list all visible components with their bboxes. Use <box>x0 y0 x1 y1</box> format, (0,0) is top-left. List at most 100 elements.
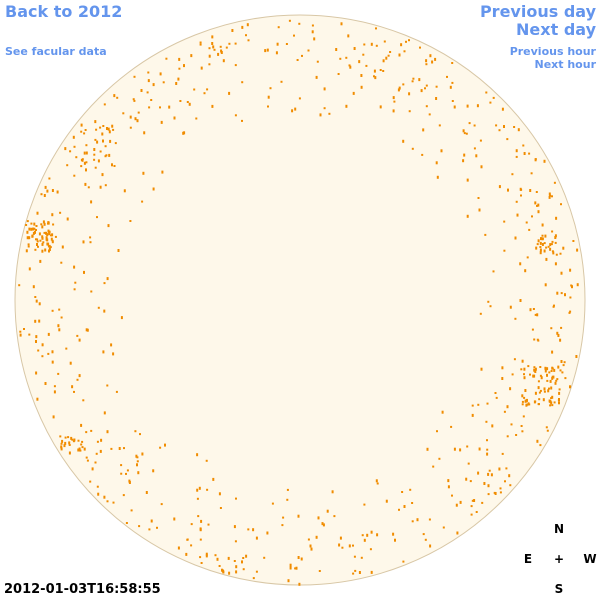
next-day-link[interactable]: Next day <box>516 20 596 39</box>
facula <box>190 544 193 547</box>
facula <box>207 523 210 526</box>
facula <box>152 83 155 87</box>
facula <box>73 438 76 442</box>
facula <box>103 309 106 313</box>
facula <box>263 556 266 559</box>
facula <box>33 227 36 230</box>
facula <box>366 533 369 537</box>
facula <box>447 485 450 489</box>
facula <box>558 398 560 401</box>
facula <box>523 152 526 155</box>
facula <box>576 283 579 287</box>
facula <box>178 67 181 70</box>
facula <box>544 234 547 238</box>
facula <box>78 338 81 342</box>
facula <box>526 398 528 402</box>
facula <box>333 515 336 518</box>
facula <box>293 34 295 37</box>
facula <box>576 248 579 252</box>
facula <box>420 89 423 93</box>
facula <box>60 447 63 451</box>
facula <box>307 49 310 52</box>
facula <box>511 373 514 376</box>
facula <box>245 34 247 37</box>
facula <box>551 404 554 407</box>
facula <box>179 100 182 102</box>
facula <box>242 568 245 571</box>
facula <box>408 39 410 42</box>
facula <box>103 103 106 106</box>
facula <box>536 243 539 246</box>
previous-hour-link[interactable]: Previous hour <box>509 45 596 58</box>
facula <box>227 556 230 560</box>
facula <box>375 44 378 47</box>
facula <box>81 158 84 162</box>
back-link[interactable]: Back to 2012 <box>5 2 123 21</box>
facula <box>45 236 48 239</box>
facula <box>556 331 559 335</box>
facula <box>326 509 329 513</box>
facula <box>429 544 432 548</box>
facula <box>148 528 151 531</box>
facula <box>475 154 478 158</box>
next-hour-link[interactable]: Next hour <box>534 58 597 71</box>
facula <box>222 59 225 63</box>
facula <box>556 378 559 381</box>
facula <box>129 115 132 119</box>
facula <box>379 105 382 109</box>
facula <box>362 53 365 56</box>
facula <box>548 399 551 403</box>
facula <box>152 469 155 473</box>
facula <box>558 401 560 405</box>
facula <box>110 447 113 450</box>
facula <box>235 565 238 569</box>
facula <box>398 508 400 511</box>
facula <box>517 128 520 132</box>
facula <box>536 204 538 207</box>
facula <box>549 247 552 251</box>
facula <box>70 436 73 440</box>
facula <box>537 339 540 342</box>
facula <box>156 526 158 529</box>
see-data-link[interactable]: See facular data <box>5 45 107 58</box>
facula <box>551 376 554 380</box>
facula <box>130 509 133 512</box>
facula <box>545 426 548 429</box>
facula <box>358 571 361 574</box>
facula <box>196 497 199 500</box>
facula <box>360 556 363 559</box>
facula <box>348 544 351 548</box>
facula <box>352 572 355 575</box>
facula <box>492 270 495 273</box>
facula <box>539 366 542 368</box>
facula <box>521 403 524 406</box>
facula <box>520 194 522 197</box>
facula <box>533 400 536 404</box>
facula <box>85 161 88 164</box>
facula <box>47 245 50 248</box>
facula <box>426 447 429 451</box>
facula <box>34 248 37 251</box>
facula <box>133 99 136 102</box>
facula <box>569 268 572 272</box>
facula <box>345 56 348 59</box>
facula <box>421 153 424 156</box>
facula <box>550 397 553 400</box>
facula <box>531 328 534 331</box>
facula <box>41 225 44 229</box>
facula <box>478 208 481 212</box>
facula <box>424 87 426 90</box>
facula <box>146 91 149 94</box>
facula <box>80 443 83 446</box>
facula <box>85 151 88 155</box>
facula <box>200 66 203 70</box>
facula <box>159 72 162 76</box>
facula <box>234 114 237 117</box>
facula <box>323 107 326 110</box>
facula <box>360 74 363 77</box>
facula <box>555 379 558 382</box>
facula <box>548 192 551 196</box>
solar-disk <box>14 14 586 586</box>
facula <box>494 392 497 394</box>
previous-day-link[interactable]: Previous day <box>479 2 596 21</box>
